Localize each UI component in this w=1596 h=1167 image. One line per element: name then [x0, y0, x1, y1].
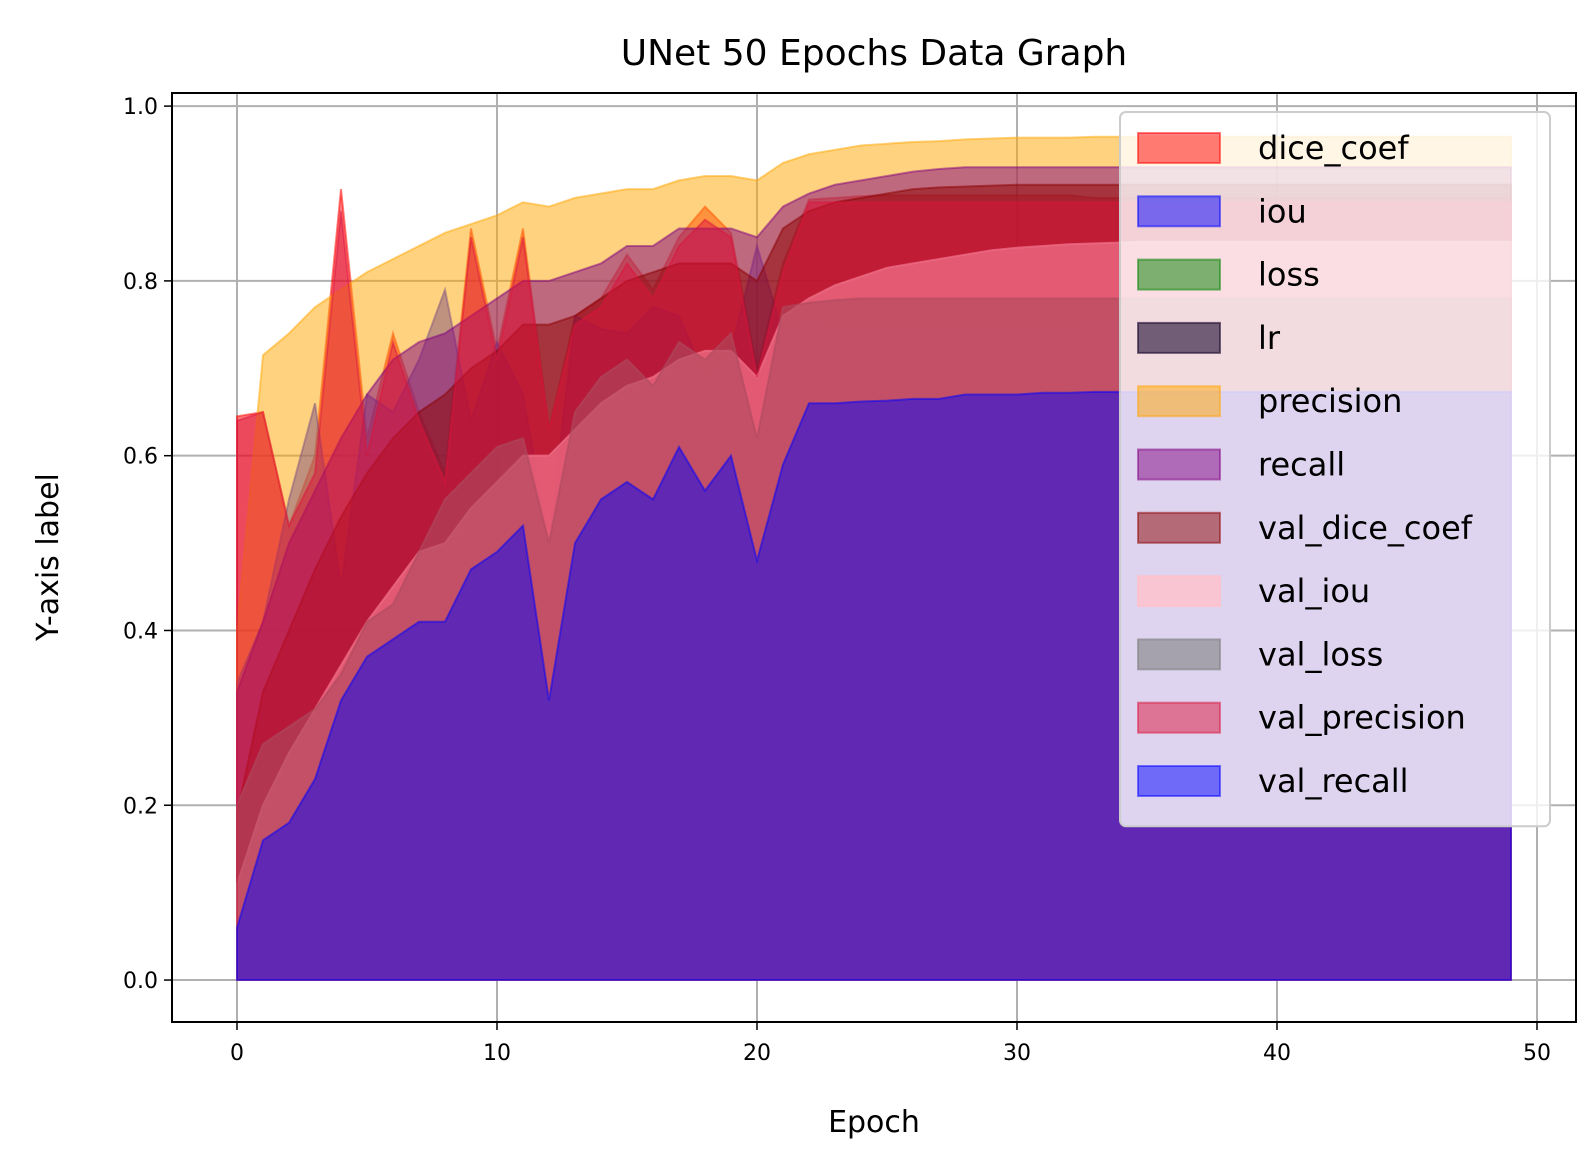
- y-tick-label: 0.4: [123, 619, 158, 644]
- x-tick-label: 0: [230, 1041, 244, 1066]
- legend-swatch: [1137, 258, 1221, 291]
- legend-label: val_precision: [1258, 699, 1466, 737]
- legend-box: [1119, 111, 1551, 828]
- y-tick-label: 0.6: [123, 445, 158, 470]
- x-tick-label: 20: [743, 1041, 771, 1066]
- legend-label: val_recall: [1258, 762, 1409, 800]
- legend-label: dice_coef: [1258, 129, 1409, 167]
- chart-title: UNet 50 Epochs Data Graph: [621, 33, 1128, 74]
- legend-swatch: [1137, 575, 1221, 608]
- legend-swatch: [1137, 321, 1221, 354]
- axis-ticks: 0 10 20 30 40 50 0.0 0.2 0.4 0.6 0.8 1.0: [123, 95, 1551, 1066]
- x-tick-label: 40: [1263, 1041, 1291, 1066]
- legend-label: val_iou: [1258, 572, 1370, 610]
- legend-label: recall: [1258, 446, 1345, 484]
- legend-swatch: [1137, 701, 1221, 734]
- y-tick-label: 0.8: [123, 270, 158, 295]
- legend-label: val_dice_coef: [1258, 509, 1473, 547]
- x-tick-label: 30: [1003, 1041, 1031, 1066]
- legend-swatch: [1137, 195, 1221, 228]
- legend-swatch: [1137, 638, 1221, 671]
- y-tick-label: 0.2: [123, 794, 158, 819]
- y-tick-label: 0.0: [123, 969, 158, 994]
- legend-swatch: [1137, 448, 1221, 481]
- legend-label: iou: [1258, 192, 1307, 230]
- x-axis-label: Epoch: [828, 1105, 920, 1140]
- y-axis-label: Y-axis label: [31, 473, 66, 642]
- legend-label: lr: [1258, 319, 1281, 357]
- y-tick-label: 1.0: [123, 95, 158, 120]
- plot-frame: [171, 92, 1577, 1023]
- legend-label: val_loss: [1258, 635, 1383, 673]
- x-tick-label: 10: [483, 1041, 511, 1066]
- legend-swatch: [1137, 511, 1221, 544]
- legend-label: loss: [1258, 256, 1320, 294]
- legend-swatch: [1137, 132, 1221, 164]
- legend-swatch: [1137, 765, 1221, 797]
- legend-label: precision: [1258, 382, 1402, 420]
- legend-swatch: [1137, 385, 1221, 418]
- x-tick-label: 50: [1523, 1041, 1551, 1066]
